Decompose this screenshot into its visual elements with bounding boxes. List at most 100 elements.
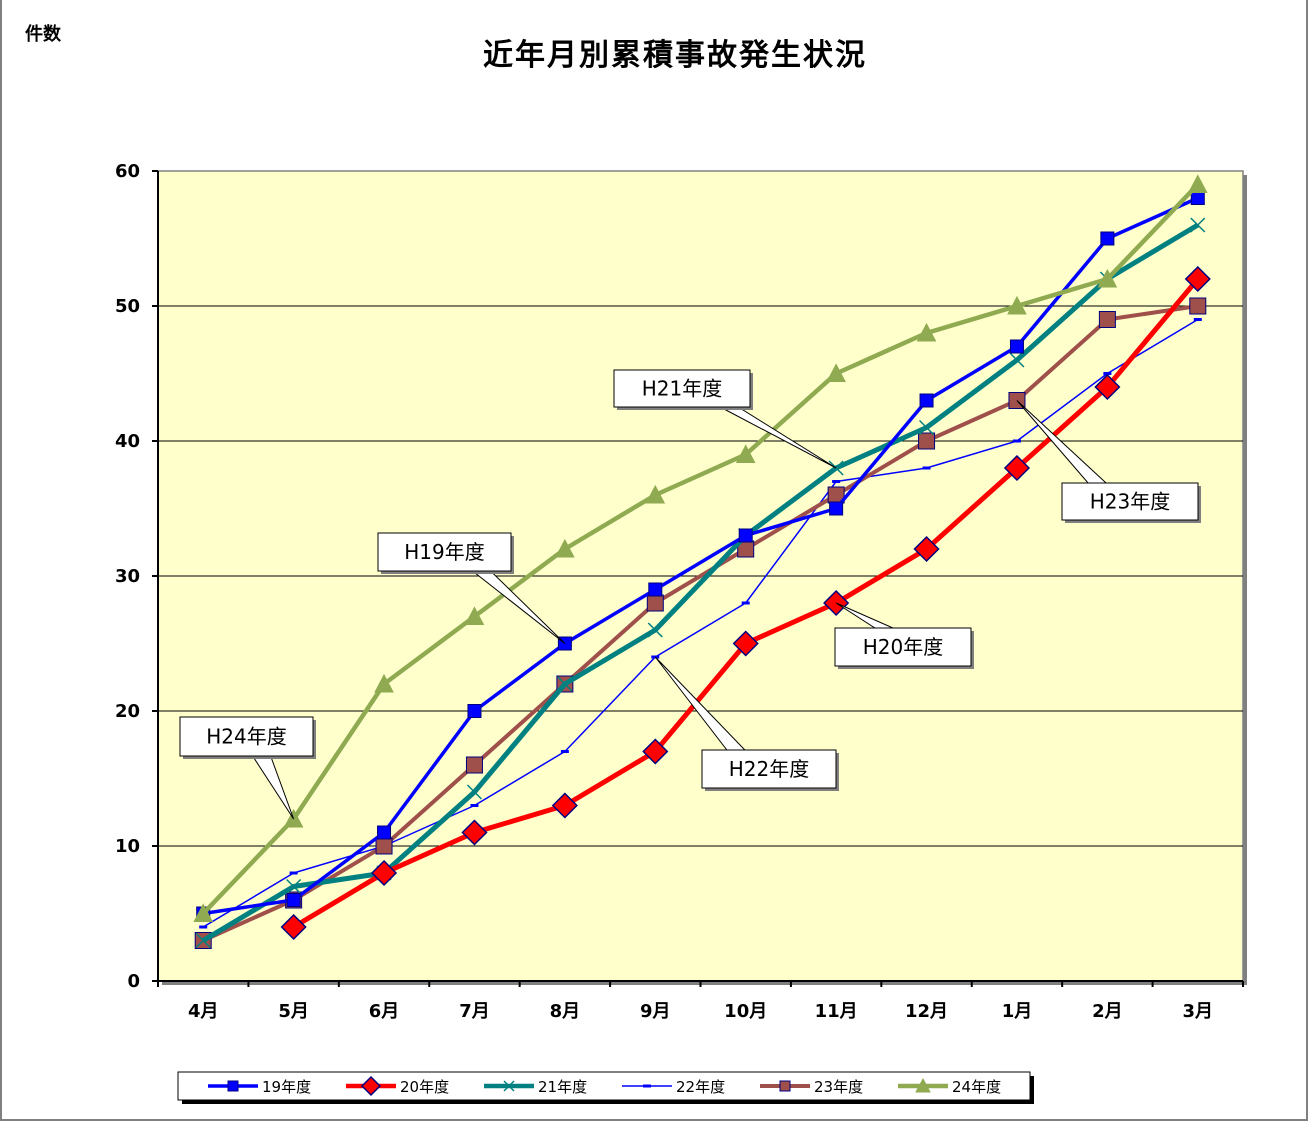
y-tick-label: 50 xyxy=(115,296,140,317)
callout: H24年度 xyxy=(179,716,316,820)
series-line xyxy=(202,318,1199,928)
data-point xyxy=(466,784,482,800)
callout-box xyxy=(377,532,512,572)
data-point xyxy=(1100,231,1115,246)
data-point xyxy=(642,738,669,765)
data-point xyxy=(1098,311,1116,328)
y-axis-unit-label: 件数 xyxy=(25,24,61,45)
data-point-stroke xyxy=(286,878,302,895)
legend-label: 20年度 xyxy=(400,1078,449,1096)
x-tick-label: 6月 xyxy=(369,1001,400,1022)
callout-box xyxy=(1061,482,1199,521)
x-tick-label: 9月 xyxy=(640,1001,671,1022)
data-point-stroke xyxy=(1190,217,1206,233)
x-tick-label: 1月 xyxy=(1002,1001,1033,1022)
y-tick-label: 30 xyxy=(115,566,140,587)
data-point xyxy=(199,925,208,929)
data-point xyxy=(1003,454,1031,482)
data-point xyxy=(193,903,214,922)
data-point xyxy=(1190,191,1205,205)
data-point xyxy=(913,535,940,563)
series-line xyxy=(202,196,1199,916)
callout-label: H22年度 xyxy=(729,757,810,781)
callout: H19年度 xyxy=(377,532,566,644)
data-point xyxy=(643,1084,651,1088)
data-point xyxy=(646,594,664,612)
data-point xyxy=(560,750,569,753)
x-tick-label: 10月 xyxy=(724,1001,767,1022)
series-line xyxy=(202,304,1199,943)
legend-item: 23年度 xyxy=(760,1078,863,1096)
callout-box xyxy=(179,716,314,757)
data-point xyxy=(377,825,392,840)
data-point xyxy=(915,1077,931,1093)
data-point xyxy=(1012,439,1021,443)
y-tick-label: 40 xyxy=(115,431,140,452)
series-line xyxy=(201,182,1200,916)
data-point xyxy=(289,871,298,875)
x-tick-label: 7月 xyxy=(459,1001,490,1022)
series-24年度 xyxy=(193,174,1208,922)
data-point xyxy=(647,622,663,638)
legend-item: 20年度 xyxy=(346,1075,449,1097)
legend-item: 19年度 xyxy=(208,1078,311,1096)
data-point xyxy=(286,878,302,895)
callout-label: H24年度 xyxy=(206,725,287,749)
legend-label: 21年度 xyxy=(538,1078,587,1096)
data-point xyxy=(503,1080,515,1092)
data-point xyxy=(832,480,841,483)
data-point xyxy=(375,837,393,855)
data-point xyxy=(464,606,485,625)
x-tick-label: 5月 xyxy=(278,1001,309,1022)
x-tick-label: 4月 xyxy=(188,1001,219,1022)
callout-box xyxy=(613,369,751,408)
data-point xyxy=(470,804,479,807)
data-point xyxy=(1103,372,1112,375)
callout-label: H23年度 xyxy=(1090,490,1171,514)
data-point xyxy=(286,893,301,907)
data-point xyxy=(1187,174,1208,193)
y-tick-label: 60 xyxy=(115,161,140,182)
data-point-stroke xyxy=(503,1080,515,1092)
data-point xyxy=(732,630,759,657)
x-tick-label: 11月 xyxy=(815,1001,858,1022)
y-tick-label: 0 xyxy=(127,971,140,992)
data-point xyxy=(1094,373,1121,401)
callout-label: H19年度 xyxy=(404,540,485,564)
data-point xyxy=(645,484,666,504)
data-point xyxy=(1189,297,1207,315)
data-point xyxy=(360,1075,382,1097)
data-point-stroke xyxy=(919,419,935,436)
data-point xyxy=(1097,268,1118,288)
callout-label: H21年度 xyxy=(642,377,723,401)
data-point xyxy=(465,756,483,774)
data-point xyxy=(648,582,663,597)
callout: H23年度 xyxy=(1016,400,1201,523)
data-point xyxy=(195,932,211,949)
series-line xyxy=(201,222,1200,943)
legend-box xyxy=(177,1071,1031,1101)
data-point xyxy=(918,432,936,450)
data-point xyxy=(557,676,573,692)
data-point xyxy=(738,528,753,543)
data-point xyxy=(916,322,937,342)
legend-item: 22年度 xyxy=(622,1078,725,1096)
legend-label: 22年度 xyxy=(676,1078,725,1096)
callout: H22年度 xyxy=(654,656,839,791)
data-point xyxy=(1009,339,1024,354)
data-point-stroke xyxy=(557,676,573,692)
series-20年度 xyxy=(280,265,1211,941)
series-19年度 xyxy=(196,191,1205,921)
y-tick-label: 20 xyxy=(115,701,140,722)
legend-label: 24年度 xyxy=(952,1078,1001,1096)
data-point xyxy=(467,704,482,718)
data-point xyxy=(551,792,578,819)
data-point xyxy=(922,466,931,470)
callout: H21年度 xyxy=(613,369,837,469)
data-point xyxy=(1190,217,1206,233)
data-point xyxy=(826,363,846,382)
data-point xyxy=(741,601,750,605)
x-tick-label: 3月 xyxy=(1183,1001,1214,1022)
